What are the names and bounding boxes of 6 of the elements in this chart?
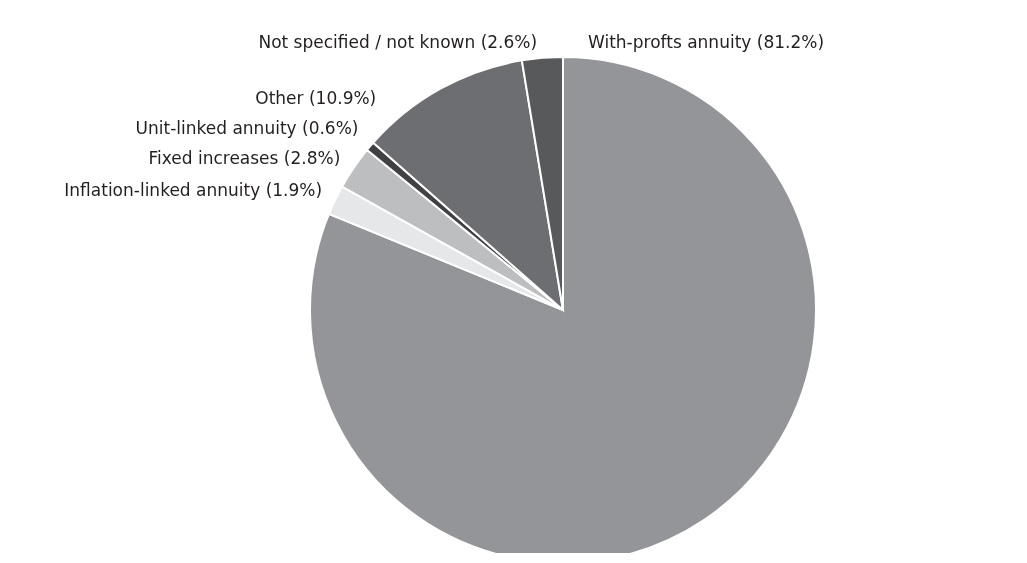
slice-label: Unit-linked annuity (0.6%) — [135, 117, 359, 138]
slice-label: With-profts annuity (81.2%) — [588, 31, 825, 52]
slice-label: Fixed increases (2.8%) — [148, 147, 341, 168]
slice-label: Not specified / not known (2.6%) — [258, 31, 538, 52]
slice-label: Inflation-linked annuity (1.9%) — [64, 179, 323, 200]
slice-label: Other (10.9%) — [255, 87, 377, 108]
